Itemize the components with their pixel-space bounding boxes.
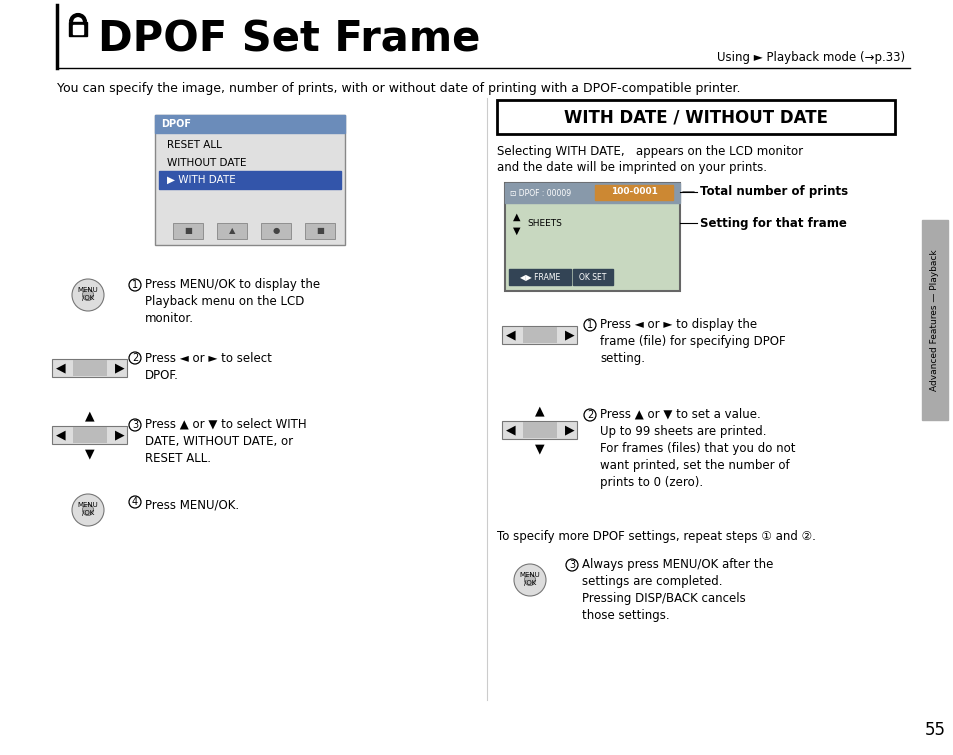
Text: 55: 55 <box>923 721 944 739</box>
Circle shape <box>524 575 535 586</box>
Circle shape <box>514 564 545 596</box>
Text: ▶: ▶ <box>114 429 124 442</box>
Text: ◀: ◀ <box>505 328 515 341</box>
Text: ▶: ▶ <box>564 424 574 436</box>
Text: and the date will be imprinted on your prints.: and the date will be imprinted on your p… <box>497 161 766 174</box>
Bar <box>504 183 679 291</box>
Text: /OK: /OK <box>82 295 94 301</box>
Text: ▼: ▼ <box>535 442 544 455</box>
Text: ■: ■ <box>315 226 324 236</box>
Bar <box>154 115 345 133</box>
Bar <box>172 223 203 239</box>
Bar <box>502 421 577 439</box>
Text: ▲: ▲ <box>535 405 544 418</box>
Text: 3: 3 <box>132 420 138 430</box>
Text: ◀: ◀ <box>55 429 65 442</box>
Text: Press ◄ or ► to select
DPOF.: Press ◄ or ► to select DPOF. <box>145 352 272 382</box>
Text: Press MENU/OK to display the
Playback menu on the LCD
monitor.: Press MENU/OK to display the Playback me… <box>145 278 320 325</box>
Text: ▼: ▼ <box>513 226 520 236</box>
Text: DPOF Set Frame: DPOF Set Frame <box>98 19 480 61</box>
Text: WITHOUT DATE: WITHOUT DATE <box>167 158 246 168</box>
Bar <box>52 426 128 444</box>
Circle shape <box>82 289 93 300</box>
Text: ▶: ▶ <box>114 362 124 374</box>
Text: ◀: ◀ <box>55 362 65 374</box>
Text: ▼: ▼ <box>85 448 94 461</box>
Text: WITH DATE / WITHOUT DATE: WITH DATE / WITHOUT DATE <box>563 108 827 126</box>
Text: OK SET: OK SET <box>578 273 606 282</box>
Text: MENU: MENU <box>77 287 98 293</box>
Bar <box>154 115 345 245</box>
Text: DPOF: DPOF <box>161 119 191 129</box>
Text: 4: 4 <box>132 497 138 507</box>
Text: To specify more DPOF settings, repeat steps ① and ②.: To specify more DPOF settings, repeat st… <box>497 530 815 543</box>
Text: Press ◄ or ► to display the
frame (file) for specifying DPOF
setting.: Press ◄ or ► to display the frame (file)… <box>599 318 785 365</box>
Bar <box>504 183 679 203</box>
Text: ▲: ▲ <box>85 409 94 423</box>
Text: ▲: ▲ <box>513 212 520 222</box>
Text: You can specify the image, number of prints, with or without date of printing wi: You can specify the image, number of pri… <box>57 82 740 95</box>
Text: MENU: MENU <box>519 572 539 578</box>
Text: SHEETS: SHEETS <box>526 218 561 227</box>
Text: Total number of prints: Total number of prints <box>700 186 847 199</box>
Bar <box>73 427 107 443</box>
Bar <box>509 269 571 285</box>
Bar <box>502 326 577 344</box>
Bar <box>305 223 335 239</box>
Text: Setting for that frame: Setting for that frame <box>700 217 846 230</box>
Bar <box>522 422 557 438</box>
Text: Always press MENU/OK after the
settings are completed.
Pressing DISP/BACK cancel: Always press MENU/OK after the settings … <box>581 558 773 622</box>
Circle shape <box>71 494 104 526</box>
Text: 1: 1 <box>132 280 138 290</box>
Circle shape <box>71 279 104 311</box>
Text: Selecting WITH DATE,   appears on the LCD monitor: Selecting WITH DATE, appears on the LCD … <box>497 145 802 158</box>
Bar <box>595 185 672 200</box>
Text: Advanced Features — Playback: Advanced Features — Playback <box>929 249 939 391</box>
Text: ■: ■ <box>184 226 192 236</box>
Bar <box>159 171 340 189</box>
Bar <box>497 100 894 134</box>
Text: Press ▲ or ▼ to select WITH
DATE, WITHOUT DATE, or
RESET ALL.: Press ▲ or ▼ to select WITH DATE, WITHOU… <box>145 418 306 465</box>
Text: 2: 2 <box>586 410 593 420</box>
Text: Press MENU/OK.: Press MENU/OK. <box>145 498 239 511</box>
Circle shape <box>82 504 93 516</box>
Bar <box>69 22 87 36</box>
Bar <box>73 360 107 376</box>
Bar <box>73 25 83 34</box>
Text: ▶: ▶ <box>564 328 574 341</box>
Text: 2: 2 <box>132 353 138 363</box>
Text: 100-0001: 100-0001 <box>610 187 657 196</box>
Bar <box>921 220 947 420</box>
Text: ●: ● <box>273 226 279 236</box>
Text: Using ► Playback mode (→p.33): Using ► Playback mode (→p.33) <box>716 51 904 64</box>
Text: /OK: /OK <box>82 510 94 516</box>
Bar <box>261 223 291 239</box>
Bar <box>522 327 557 343</box>
Text: RESET ALL: RESET ALL <box>167 140 222 150</box>
Bar <box>573 269 613 285</box>
Text: ◀: ◀ <box>505 424 515 436</box>
Text: ▲: ▲ <box>229 226 235 236</box>
Text: ◀▶ FRAME: ◀▶ FRAME <box>519 273 559 282</box>
Text: 1: 1 <box>586 320 593 330</box>
Bar <box>216 223 247 239</box>
Bar <box>52 359 128 377</box>
Text: Press ▲ or ▼ to set a value.
Up to 99 sheets are printed.
For frames (files) tha: Press ▲ or ▼ to set a value. Up to 99 sh… <box>599 408 795 489</box>
Text: MENU: MENU <box>77 502 98 508</box>
Text: ⊡ DPOF : 00009: ⊡ DPOF : 00009 <box>510 189 571 198</box>
Text: /OK: /OK <box>523 580 536 586</box>
Text: ▶ WITH DATE: ▶ WITH DATE <box>167 175 235 185</box>
Text: 3: 3 <box>568 560 575 570</box>
